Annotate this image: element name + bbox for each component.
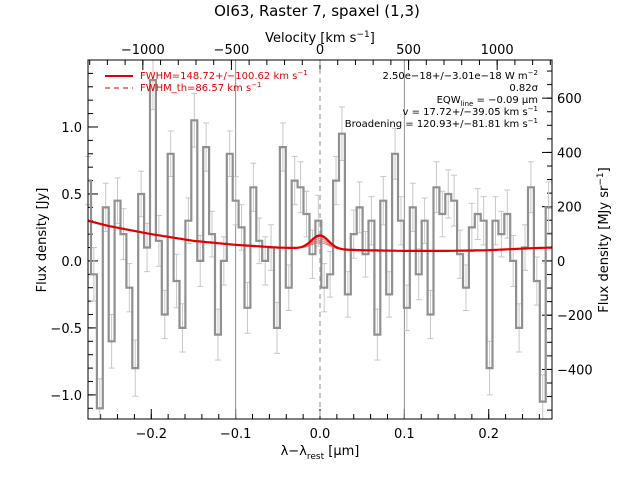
annotation-velocity: v = 17.72+/−39.05 km s−1: [403, 105, 538, 118]
annotation-flux: 2.50e−18+/−3.01e−18 W m−2: [383, 69, 538, 82]
right-tick-label: −200: [557, 309, 593, 324]
top-axis-ticks: −1000 −500 0 500 1000: [89, 43, 551, 70]
ytick-label: −1.0: [50, 389, 82, 404]
right-tick-label: 400: [557, 146, 582, 161]
ytick-label: 0.5: [61, 188, 82, 203]
top-tick-label: −1000: [121, 43, 165, 58]
annotation-sigma: 0.82σ: [509, 83, 538, 94]
right-axis-label: Flux density [MJy sr−1]: [596, 167, 612, 312]
ytick-label: 0.0: [61, 255, 82, 270]
xtick-label: 0.1: [394, 427, 415, 442]
xtick-label: 0.0: [310, 427, 331, 442]
left-axis-label: Flux density [Jy]: [35, 188, 50, 293]
legend-dashed-label: FWHM_th=86.57 km s−1: [140, 81, 261, 94]
chart-title: OI63, Raster 7, spaxel (1,3): [214, 2, 420, 20]
right-tick-label: −400: [557, 363, 593, 378]
top-tick-label: 1000: [481, 43, 514, 58]
right-tick-label: 200: [557, 201, 582, 216]
xtick-label: −0.1: [220, 427, 252, 442]
reference-lines: [235, 60, 405, 419]
left-axis-ticks: −1.0 −0.5 0.0 0.5 1.0: [50, 72, 98, 409]
plot-frame: [87, 59, 553, 420]
top-axis-label: Velocity [km s−1]: [265, 30, 375, 46]
bottom-axis-label: λ−λrest [μm]: [281, 444, 360, 462]
xtick-label: 0.2: [478, 427, 499, 442]
spectrum-line: [88, 79, 552, 410]
ytick-label: 1.0: [61, 121, 82, 136]
legend: FWHM=148.72+/−100.62 km s−1 FWHM_th=86.5…: [105, 69, 308, 94]
top-tick-label: −500: [214, 43, 250, 58]
right-axis-ticks: −400 −200 0 200 400 600: [542, 70, 593, 411]
ytick-label: −0.5: [50, 322, 82, 337]
top-tick-label: 500: [396, 43, 421, 58]
fit-annotations: 2.50e−18+/−3.01e−18 W m−2 0.82σ EQWline …: [345, 69, 539, 130]
top-tick-label: 0: [316, 43, 324, 58]
model-curve: [87, 219, 553, 252]
right-tick-label: 0: [557, 255, 565, 270]
xtick-label: −0.2: [135, 427, 167, 442]
line-fit-shade: [294, 234, 346, 251]
legend-solid-label: FWHM=148.72+/−100.62 km s−1: [140, 69, 308, 82]
annotation-eqw: EQWline = −0.09 μm: [437, 95, 538, 108]
annotation-broadening: Broadening = 120.93+/−81.81 km s−1: [345, 117, 538, 130]
right-tick-label: 600: [557, 92, 582, 107]
